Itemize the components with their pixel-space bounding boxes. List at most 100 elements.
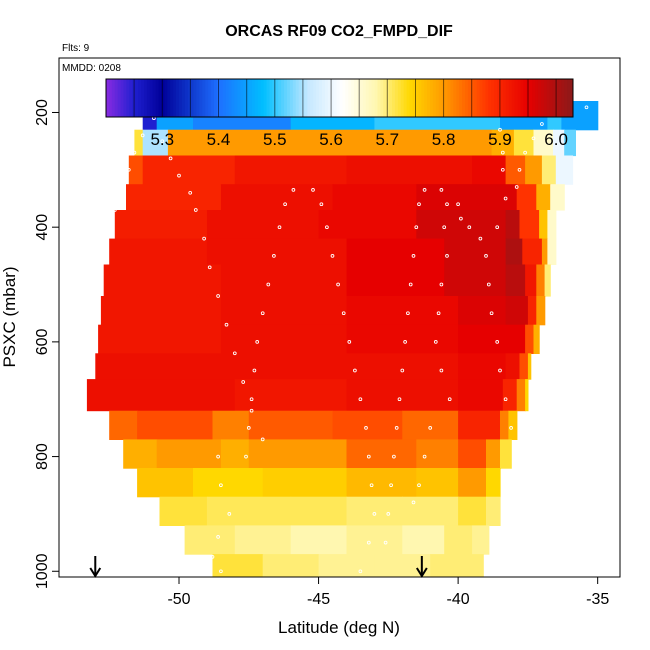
colorbar-swatch: [342, 79, 346, 117]
curtain-cell: [220, 264, 348, 297]
track-point: [347, 340, 352, 344]
track-point: [495, 225, 500, 230]
colorbar-swatch: [243, 79, 247, 117]
colorbar-swatch: [421, 79, 425, 117]
colorbar-swatch: [211, 79, 215, 117]
track-point: [369, 483, 374, 488]
curtain-cell: [458, 439, 487, 469]
colorbar-swatch: [529, 79, 533, 117]
colorbar-swatch: [479, 79, 484, 117]
curtain-cell: [248, 439, 348, 469]
x-tick-label: -50: [167, 591, 190, 608]
curtain-cell: [505, 238, 523, 265]
curtain-cell: [525, 379, 529, 412]
sounding-arrows: [89, 556, 428, 578]
track-point: [389, 483, 393, 488]
colorbar-swatch: [523, 79, 527, 117]
curtain-cell: [516, 379, 526, 412]
track-point: [503, 196, 508, 201]
track-point: [224, 322, 229, 327]
curtain-cell: [220, 296, 348, 326]
curtain-cell: [193, 468, 264, 498]
colorbar-swatch: [190, 79, 195, 117]
track-point: [512, 454, 516, 459]
colorbar-swatch: [412, 79, 416, 117]
curtain-cell: [234, 155, 347, 185]
colorbar-swatch: [351, 79, 355, 117]
colorbar-swatch: [324, 79, 329, 117]
x-axis: -50 -45 -40 -35: [167, 577, 609, 608]
colorbar-swatch: [246, 79, 250, 117]
track-point: [112, 208, 117, 212]
colorbar-swatch: [108, 79, 113, 117]
track-point: [397, 397, 402, 402]
colorbar-swatch: [389, 79, 393, 117]
colorbar-swatch: [476, 79, 481, 117]
curtain-cell: [416, 439, 459, 469]
curtain-cell: [458, 353, 507, 380]
colorbar-swatch: [281, 79, 285, 117]
curtain-cell: [220, 184, 334, 211]
colorbar-swatch: [266, 79, 270, 117]
curtain-cell: [513, 129, 534, 157]
curtain-cell: [123, 439, 158, 469]
track-point: [411, 254, 416, 258]
curtain-cell: [234, 379, 347, 412]
track-point: [336, 282, 340, 287]
curtain-cell: [142, 129, 169, 157]
track-point: [486, 282, 491, 287]
curtain-cell: [472, 155, 507, 185]
colorbar-swatch: [164, 79, 168, 117]
colorbar-swatch: [275, 79, 279, 117]
colorbar-swatch: [552, 79, 556, 117]
curtain-cell: [128, 155, 144, 185]
colorbar-swatch: [383, 79, 387, 117]
flight-track: [87, 103, 589, 574]
colorbar-swatch: [497, 79, 501, 117]
colorbar-swatch: [397, 79, 402, 117]
curtain-cell: [346, 155, 473, 185]
colorbar-swatch: [298, 79, 303, 117]
curtain-cell: [134, 129, 144, 157]
curtain-cell: [346, 264, 445, 297]
track-point: [509, 426, 513, 430]
track-point: [93, 345, 98, 350]
colorbar-swatch: [327, 79, 332, 117]
colorbar-swatch: [418, 79, 422, 117]
colorbar-swatch: [482, 79, 486, 117]
colorbar-swatch: [374, 79, 378, 117]
curtain-cell: [527, 296, 537, 326]
curtain-cell: [525, 324, 535, 354]
curtain-cell: [505, 155, 526, 185]
colorbar-swatch: [173, 79, 177, 117]
curtain-cell: [444, 264, 507, 297]
colorbar-tick-label: 5.7: [375, 130, 399, 149]
colorbar-swatch: [307, 79, 311, 117]
colorbar-swatch: [158, 79, 162, 117]
curtain-cell: [472, 525, 490, 555]
track-point: [408, 282, 413, 287]
track-point: [478, 236, 483, 241]
colorbar-swatch: [286, 79, 291, 117]
colorbar-swatch: [319, 79, 323, 117]
curtain-cell: [137, 410, 214, 440]
colorbar-swatch: [555, 79, 559, 117]
colorbar-swatch: [111, 79, 116, 117]
curtain-cell: [525, 264, 537, 297]
curtain-cell: [555, 155, 574, 185]
track-point: [500, 150, 505, 155]
colorbar-swatch: [409, 79, 413, 117]
colorbar-swatch: [129, 79, 133, 117]
curtain-cell: [547, 210, 557, 240]
track-point: [523, 150, 527, 155]
track-point: [101, 254, 106, 258]
plot-frame: [58, 57, 621, 578]
track-point: [330, 254, 335, 258]
colorbar-swatch: [453, 79, 457, 117]
curtain-cell: [156, 439, 222, 469]
curtain-cell: [505, 210, 521, 240]
track-point: [394, 426, 399, 430]
curtain-cell: [346, 353, 459, 380]
x-tick-label: -40: [447, 591, 470, 608]
colorbar-swatch: [117, 79, 122, 117]
